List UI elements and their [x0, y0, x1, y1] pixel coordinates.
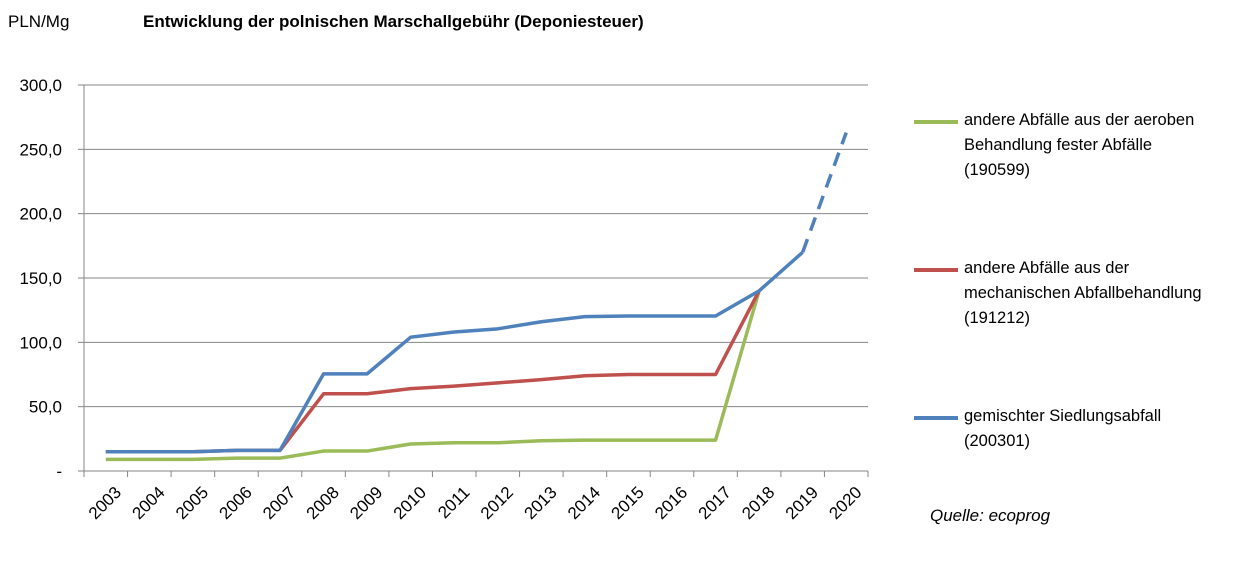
- x-tick-label: 2007: [259, 483, 299, 523]
- x-tick-label: 2013: [520, 483, 560, 523]
- x-tick-label: 2003: [85, 483, 125, 523]
- x-tick-label: 2017: [695, 483, 735, 523]
- legend-label: andere Abfälle aus der mechanischen Abfa…: [964, 259, 1202, 327]
- series-200301-line: [105, 250, 804, 454]
- x-tick-label: 2006: [216, 483, 256, 523]
- y-tick-label: 250,0: [19, 140, 62, 159]
- y-axis-unit-label: PLN/Mg: [8, 12, 70, 31]
- x-tick-label: 2016: [651, 483, 691, 523]
- y-tick-label: 200,0: [19, 205, 62, 224]
- legend-label: andere Abfälle aus der aeroben Behandlun…: [964, 111, 1195, 179]
- x-tick-label: 2015: [608, 483, 648, 523]
- x-tick-label: 2019: [782, 483, 822, 523]
- series-200301-forecast-line: [801, 132, 848, 253]
- y-tick-label: 100,0: [19, 333, 62, 352]
- x-tick-label: 2012: [477, 483, 517, 523]
- y-tick-label: 150,0: [19, 269, 62, 288]
- source-note: Quelle: ecoprog: [930, 506, 1051, 525]
- legend-label: gemischter Siedlungsabfall (200301): [964, 407, 1162, 450]
- x-tick-label: 2009: [346, 483, 386, 523]
- legend-entry-190599: andere Abfälle aus der aeroben Behandlun…: [914, 108, 1232, 183]
- legend-swatch-green: [914, 120, 958, 124]
- legend-swatch-blue: [914, 416, 958, 420]
- legend-swatch-red: [914, 268, 958, 272]
- chart-title: Entwicklung der polnischen Marschallgebü…: [143, 12, 644, 31]
- y-axis-ticks: - 50,0 100,0 150,0 200,0 250,0 300,0: [19, 76, 84, 481]
- x-tick-label: 2008: [303, 483, 343, 523]
- y-tick-label: -: [56, 462, 62, 481]
- x-tick-label: 2018: [738, 483, 778, 523]
- x-tick-label: 2014: [564, 483, 604, 523]
- series-190599-line: [105, 290, 761, 462]
- gridlines: [84, 84, 868, 408]
- legend-entry-191212: andere Abfälle aus der mechanischen Abfa…: [914, 256, 1232, 331]
- y-tick-label: 50,0: [29, 398, 62, 417]
- x-tick-label: 2011: [434, 483, 473, 522]
- y-tick-label: 300,0: [19, 76, 62, 95]
- legend-entry-200301: gemischter Siedlungsabfall (200301): [914, 404, 1232, 454]
- x-tick-label: 2020: [825, 483, 865, 523]
- series-lines: [105, 132, 848, 462]
- x-tick-label: 2004: [128, 483, 168, 523]
- x-tick-label: 2005: [172, 483, 212, 523]
- x-tick-label: 2010: [390, 483, 430, 523]
